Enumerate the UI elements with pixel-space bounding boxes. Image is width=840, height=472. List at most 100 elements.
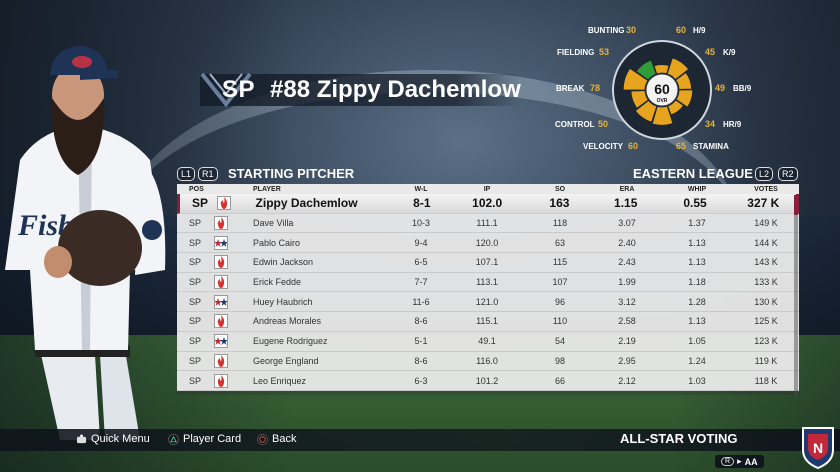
- chevron-accent-icon: [200, 72, 252, 108]
- row-votes: 119 K: [754, 355, 778, 366]
- stat-value-stamina: 65: [676, 141, 687, 151]
- table-row[interactable]: SP Zippy Dachemlow 8-1 102.0 163 1.15 0.55 327 …: [177, 194, 799, 214]
- row-win-loss: 8-1: [413, 196, 431, 211]
- row-win-loss: 8-6: [414, 316, 428, 327]
- footer-bar: [0, 429, 840, 451]
- row-era: 2.95: [618, 355, 636, 366]
- overall-label: OVR: [657, 98, 668, 104]
- table-row[interactable]: SP Edwin Jackson 6-5 107.1 115 2.43 1.13 143 K: [177, 253, 799, 273]
- table-row[interactable]: SP Huey Haubrich 11-6 121.0 96 3.12 1.28 130 K: [177, 292, 799, 313]
- row-innings-pitched: 101.2: [475, 375, 499, 386]
- table-row[interactable]: SP Pablo Cairo 9-4 120.0 63 2.40 1.13 144 K: [177, 233, 799, 254]
- row-player-name: Erick Fedde: [253, 277, 302, 288]
- table-row[interactable]: SP Andreas Morales 8-6 115.1 110 2.58 1.13 125 …: [177, 312, 799, 332]
- flame-team-logo-icon: [214, 373, 228, 388]
- row-votes: 143 K: [754, 257, 778, 268]
- stat-value-velocity: 60: [628, 141, 639, 151]
- table-row[interactable]: SP Dave Villa 10-3 111.1 118 3.07 1.37 149 K: [177, 213, 799, 234]
- player-position: SP: [222, 76, 256, 103]
- stat-label-bb9: BB/9: [733, 84, 752, 93]
- row-whip: 0.55: [683, 196, 707, 211]
- row-innings-pitched: 116.0: [476, 355, 498, 366]
- row-innings-pitched: 107.1: [475, 257, 499, 268]
- row-innings-pitched: 102.0: [472, 196, 503, 211]
- row-win-loss: 8-6: [414, 355, 428, 366]
- stat-value-hr9: 34: [705, 119, 716, 129]
- row-era: 2.58: [618, 316, 636, 327]
- row-player-name: Andreas Morales: [253, 316, 322, 327]
- row-strikeouts: 110: [552, 316, 568, 327]
- row-position: SP: [192, 196, 209, 211]
- table-row[interactable]: SP Leo Enriquez 6-3 101.2 66 2.12 1.03 118 K: [177, 371, 799, 391]
- row-player-name: Dave Villa: [253, 218, 294, 229]
- row-votes: 130 K: [754, 296, 778, 307]
- row-position: SP: [189, 336, 202, 347]
- row-whip: 1.13: [688, 257, 706, 268]
- row-win-loss: 6-5: [414, 257, 428, 268]
- flame-team-logo-icon: [216, 196, 231, 211]
- flame-team-logo-icon: [214, 255, 228, 270]
- row-whip: 1.13: [688, 316, 706, 327]
- back-hint[interactable]: Back: [257, 433, 296, 445]
- stat-label-velocity: VELOCITY: [583, 142, 624, 151]
- stars-team-logo-icon: [214, 294, 228, 309]
- row-position: SP: [189, 355, 202, 366]
- row-win-loss: 5-1: [414, 336, 428, 347]
- row-win-loss: 9-4: [414, 237, 428, 248]
- table-row[interactable]: SP Erick Fedde 7-7 113.1 107 1.99 1.18 133 K: [177, 272, 799, 293]
- back-label: Back: [272, 433, 297, 445]
- stat-label-bunting: BUNTING: [588, 26, 625, 35]
- row-strikeouts: 163: [549, 196, 570, 211]
- l1-button[interactable]: L1: [177, 167, 196, 181]
- row-position: SP: [189, 316, 202, 327]
- row-era: 2.40: [618, 237, 636, 248]
- player-name: #88 Zippy Dachemlow: [270, 76, 521, 103]
- position-category-title: STARTING PITCHER: [228, 166, 355, 181]
- flame-team-logo-icon: [214, 275, 228, 290]
- stat-label-hr9: HR/9: [723, 120, 742, 129]
- stat-value-k9: 45: [705, 47, 716, 57]
- row-era: 3.12: [618, 296, 636, 307]
- table-scrollbar[interactable]: [794, 195, 798, 395]
- column-header-player: PLAYER: [253, 185, 281, 193]
- table-row[interactable]: SP George England 8-6 116.0 98 2.95 1.24 119 K: [177, 351, 799, 372]
- scrollbar-thumb[interactable]: [794, 195, 798, 215]
- rating-wedge-fielding: [635, 59, 657, 81]
- rating-wedge-stamina: [651, 105, 674, 126]
- league-logo: N: [802, 427, 834, 470]
- column-header-era: ERA: [619, 185, 635, 193]
- screen-title: ALL-STAR VOTING: [620, 431, 738, 446]
- stat-label-fielding: FIELDING: [557, 48, 595, 57]
- row-strikeouts: 118: [552, 218, 568, 229]
- player-card-hint[interactable]: Player Card: [168, 433, 241, 445]
- stat-value-bb9: 49: [715, 83, 726, 93]
- stat-label-stamina: STAMINA: [693, 142, 729, 151]
- player-portrait: Fisbe: [5, 46, 166, 440]
- stat-value-control: 50: [598, 119, 609, 129]
- row-position: SP: [189, 237, 202, 248]
- table-header: POS PLAYER W-L IP SO ERA WHIP VOTES: [177, 184, 799, 194]
- r2-button[interactable]: R2: [778, 167, 798, 181]
- stars-team-logo-icon: [214, 334, 228, 349]
- row-position: SP: [189, 218, 202, 229]
- row-strikeouts: 107: [552, 277, 568, 288]
- column-header-wl: W-L: [414, 185, 428, 193]
- column-header-votes: VOTES: [754, 185, 778, 193]
- l2-button[interactable]: L2: [755, 167, 774, 181]
- row-whip: 1.28: [688, 296, 706, 307]
- touchpad-icon: [76, 433, 87, 443]
- row-whip: 1.37: [688, 218, 706, 229]
- rating-wedge-break: [622, 67, 649, 91]
- row-votes: 123 K: [754, 336, 778, 347]
- stat-label-control: CONTROL: [555, 120, 595, 129]
- quick-menu-hint[interactable]: Quick Menu: [76, 433, 150, 445]
- stat-label-k9: K/9: [723, 48, 736, 57]
- table-row[interactable]: SP Eugene Rodriguez 5-1 49.1 54 2.19 1.05 123 K: [177, 331, 799, 352]
- row-era: 1.15: [614, 196, 638, 211]
- row-player-name: Huey Haubrich: [253, 296, 313, 307]
- row-win-loss: 10-3: [411, 218, 430, 229]
- level-selector[interactable]: R ▸ AA: [715, 455, 764, 468]
- row-whip: 1.03: [688, 375, 706, 386]
- r1-button[interactable]: R1: [198, 167, 218, 181]
- row-whip: 1.13: [688, 237, 706, 248]
